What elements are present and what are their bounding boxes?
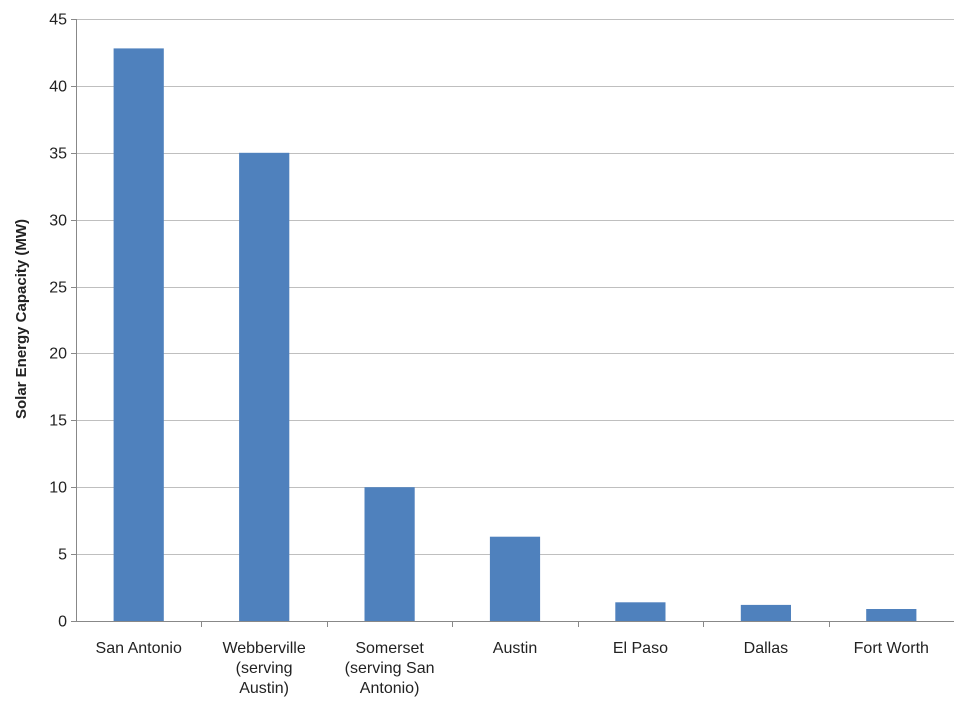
y-tick-label: 0: [58, 614, 67, 631]
x-category-label: Webberville: [222, 640, 305, 657]
y-tick-label: 40: [49, 79, 67, 96]
y-tick-label: 15: [49, 413, 67, 430]
x-category-label: (serving San: [345, 660, 435, 677]
labels: 0 5 10 15 20 25 30 35 40 45 San Antonio Webberville…: [49, 12, 929, 698]
y-tick-label: 45: [49, 12, 67, 29]
x-category-label: San Antonio: [96, 640, 182, 657]
x-category-label: Austin): [239, 680, 289, 697]
bar: [489, 536, 541, 621]
x-category-label: Austin: [493, 640, 537, 657]
y-tick-label: 20: [49, 346, 67, 363]
bars: [113, 48, 917, 622]
y-tick-label: 10: [49, 480, 67, 497]
bar: [615, 602, 666, 621]
x-category-label: Somerset: [355, 640, 424, 657]
axes: [71, 19, 954, 627]
bar: [239, 152, 290, 622]
bar: [740, 604, 791, 621]
bar: [866, 609, 917, 621]
x-category-label: El Paso: [613, 640, 668, 657]
y-tick-label: 30: [49, 213, 67, 230]
x-category-label: Antonio): [360, 680, 420, 697]
x-category-label: Dallas: [744, 640, 788, 657]
x-category-label: Fort Worth: [854, 640, 929, 657]
y-tick-label: 25: [49, 280, 67, 297]
y-axis-title: Solar Energy Capacity (MW): [13, 219, 30, 419]
bar: [364, 487, 415, 621]
y-tick-label: 35: [49, 146, 67, 163]
x-category-label: (serving: [236, 660, 293, 677]
y-tick-label: 5: [58, 547, 67, 564]
gridlines: [76, 19, 954, 555]
bar: [113, 48, 164, 621]
